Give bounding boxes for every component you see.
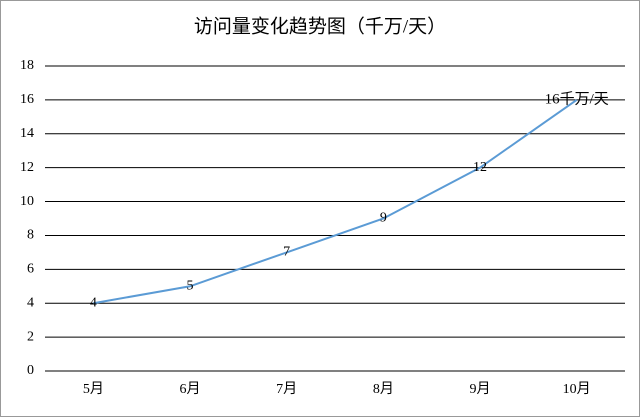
x-tick-label: 9月: [470, 381, 491, 397]
x-tick-label: 8月: [373, 381, 394, 397]
y-tick-label: 0: [27, 363, 34, 378]
y-tick-label: 4: [27, 295, 34, 310]
data-label: 16千万/天: [545, 90, 609, 107]
y-tick-label: 8: [27, 228, 34, 243]
x-tick-label: 6月: [180, 381, 201, 397]
y-tick-label: 6: [27, 262, 34, 277]
y-tick-label: 10: [20, 194, 34, 209]
chart-title: 访问量变化趋势图（千万/天）: [194, 15, 446, 37]
data-label: 9: [380, 211, 387, 226]
y-tick-label: 2: [27, 329, 34, 344]
data-label: 5: [187, 278, 194, 293]
y-tick-label: 12: [20, 160, 34, 175]
y-tick-label: 18: [20, 58, 34, 73]
x-tick-label: 10月: [563, 381, 591, 397]
line: [93, 99, 578, 305]
y-tick-label: 14: [20, 126, 34, 141]
x-tick-label: 5月: [83, 381, 104, 397]
x-tick-label: 7月: [276, 381, 297, 397]
data-label: 12: [473, 160, 487, 175]
y-tick-label: 16: [20, 92, 34, 107]
data-label: 4: [90, 295, 97, 310]
data-label: 7: [283, 245, 290, 260]
